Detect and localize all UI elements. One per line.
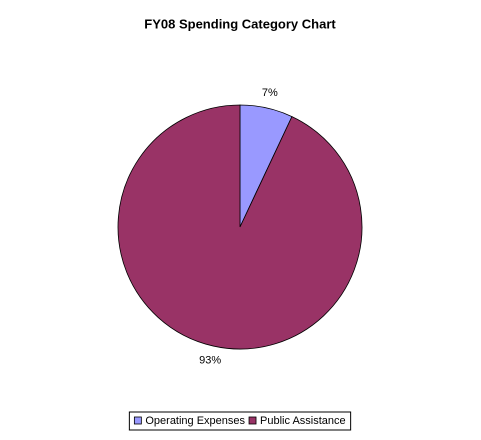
- pie-slice: [117, 104, 363, 350]
- legend-box: [128, 411, 352, 431]
- legend-swatch: [248, 416, 257, 425]
- chart-title: FY08 Spending Category Chart: [144, 16, 336, 31]
- legend-label: Operating Expenses: [145, 415, 245, 427]
- data-label: 93%: [199, 355, 221, 367]
- legend: Operating Expenses Public Assistance: [128, 411, 352, 431]
- legend-swatch: [133, 416, 142, 425]
- data-label: 7%: [262, 87, 278, 99]
- legend-label: Public Assistance: [260, 415, 346, 427]
